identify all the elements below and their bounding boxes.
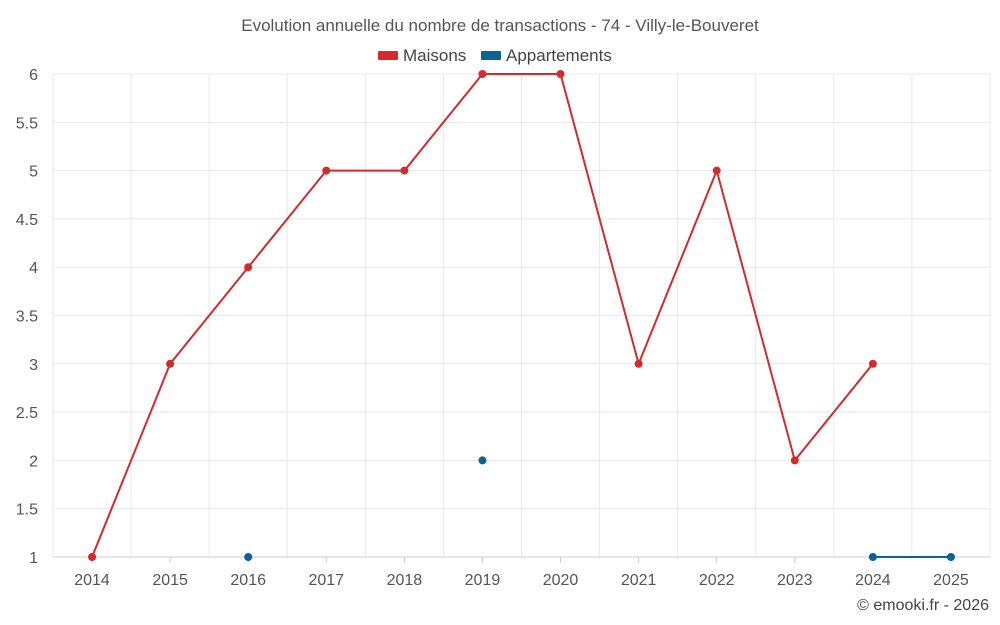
y-tick-label: 2.5 bbox=[16, 405, 38, 422]
x-tick-label: 2023 bbox=[777, 572, 813, 589]
x-tick-label: 2018 bbox=[387, 572, 423, 589]
data-point-maisons-2017[interactable] bbox=[322, 166, 331, 175]
y-tick-label: 6 bbox=[29, 67, 38, 84]
y-tick-label: 3 bbox=[29, 357, 38, 374]
data-point-maisons-2024[interactable] bbox=[868, 359, 877, 368]
x-tick-label: 2015 bbox=[152, 572, 188, 589]
series-maisons bbox=[88, 70, 877, 561]
y-tick-label: 4.5 bbox=[16, 212, 38, 229]
x-tick-label: 2024 bbox=[855, 572, 891, 589]
y-tick-label: 1 bbox=[29, 550, 38, 567]
x-tick-label: 2016 bbox=[230, 572, 266, 589]
y-tick-label: 1.5 bbox=[16, 502, 38, 519]
series-appartements bbox=[244, 456, 955, 561]
data-point-appartements-2016[interactable] bbox=[244, 553, 253, 561]
x-tick-label: 2020 bbox=[543, 572, 579, 589]
data-point-maisons-2014[interactable] bbox=[88, 553, 97, 561]
chart-title: Evolution annuelle du nombre de transact… bbox=[241, 16, 759, 35]
data-point-maisons-2021[interactable] bbox=[634, 359, 643, 368]
grid bbox=[52, 73, 991, 558]
x-tick-label: 2019 bbox=[465, 572, 501, 589]
data-point-appartements-2019[interactable] bbox=[478, 456, 487, 465]
data-point-maisons-2018[interactable] bbox=[400, 166, 409, 175]
x-tick-label: 2022 bbox=[699, 572, 735, 589]
data-point-appartements-2024[interactable] bbox=[868, 553, 877, 561]
y-tick-label: 5 bbox=[29, 164, 38, 181]
x-axis: 2014 2015 2016 2017 2018 2019 2020 2021 2022 2023… bbox=[74, 557, 969, 589]
x-tick-label: 2017 bbox=[308, 572, 344, 589]
legend-swatch-maisons bbox=[378, 51, 398, 60]
data-point-maisons-2016[interactable] bbox=[244, 263, 253, 272]
x-tick-label: 2021 bbox=[621, 572, 657, 589]
x-tick-label: 2014 bbox=[74, 572, 110, 589]
data-point-maisons-2015[interactable] bbox=[166, 359, 175, 368]
y-tick-label: 5.5 bbox=[16, 115, 38, 132]
data-point-appartements-2025[interactable] bbox=[946, 553, 955, 561]
y-axis: 1 1.5 2 2.5 3 3.5 4 4.5 5 5.5 6 bbox=[16, 67, 38, 567]
data-point-maisons-2023[interactable] bbox=[790, 456, 799, 465]
y-tick-label: 3.5 bbox=[16, 309, 38, 326]
data-point-maisons-2020[interactable] bbox=[556, 70, 565, 78]
legend-item-appartements[interactable]: Appartements bbox=[481, 46, 612, 65]
data-point-maisons-2022[interactable] bbox=[712, 166, 721, 175]
legend-item-maisons[interactable]: Maisons bbox=[378, 46, 466, 65]
x-tick-label: 2025 bbox=[933, 572, 969, 589]
legend-label-maisons: Maisons bbox=[403, 46, 466, 65]
data-point-maisons-2019[interactable] bbox=[478, 70, 487, 78]
legend-label-appartements: Appartements bbox=[506, 46, 612, 65]
y-tick-label: 2 bbox=[29, 453, 38, 470]
y-tick-label: 4 bbox=[29, 260, 38, 277]
credit-text: © emooki.fr - 2026 bbox=[857, 597, 989, 614]
legend-swatch-appartements bbox=[481, 51, 501, 60]
series-layer bbox=[88, 70, 955, 561]
legend: Maisons Appartements bbox=[378, 46, 612, 65]
